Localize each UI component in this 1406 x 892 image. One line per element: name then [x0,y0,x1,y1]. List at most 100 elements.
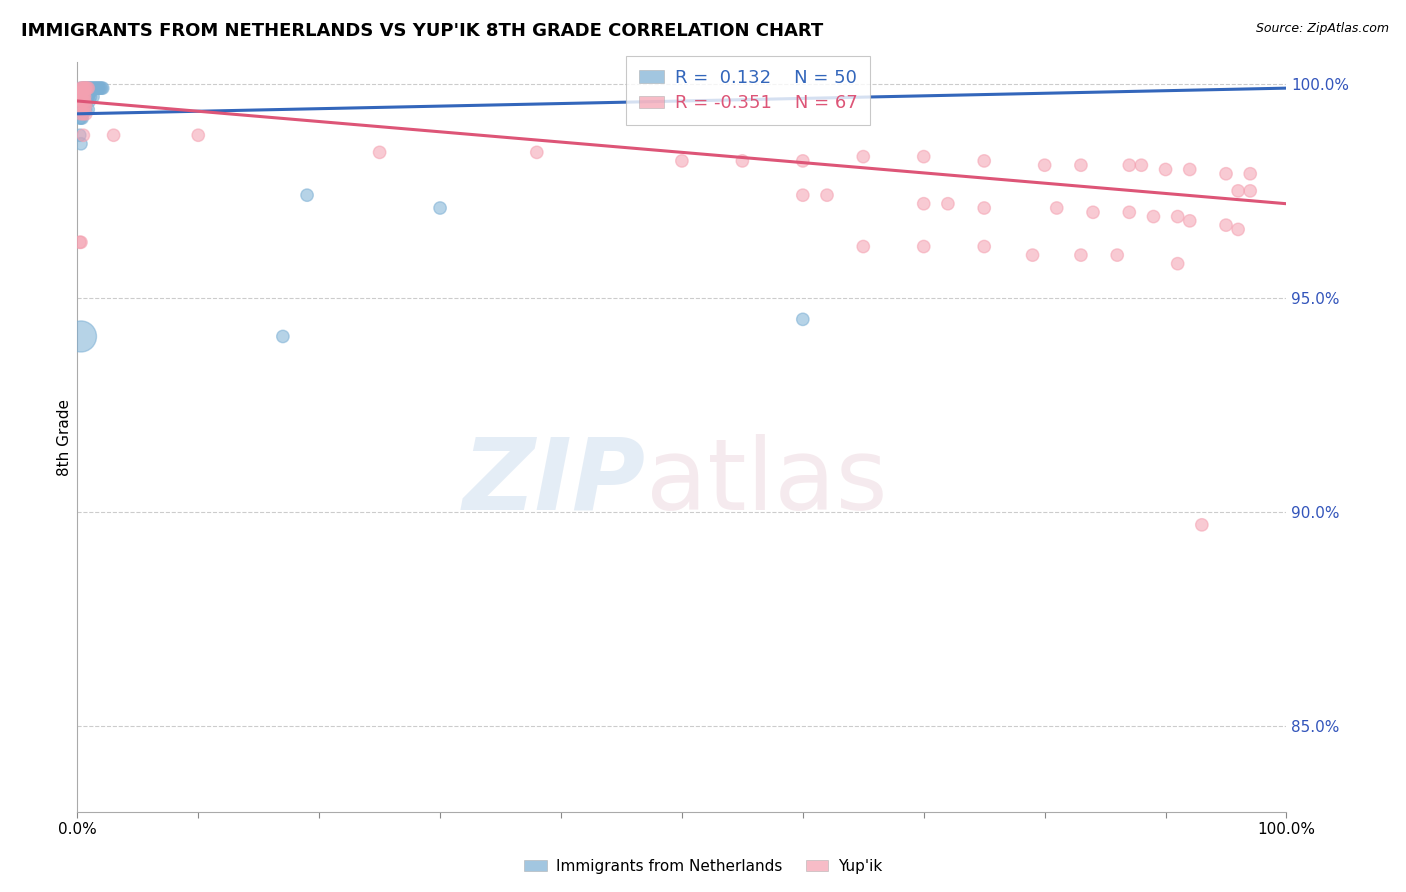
Y-axis label: 8th Grade: 8th Grade [56,399,72,475]
Point [1118,158,1140,172]
Point [70,81,93,95]
Point [84,81,107,95]
Point [973,201,995,215]
Point [1142,210,1164,224]
Point [70,86,93,100]
Point [1178,162,1201,177]
Point [77,81,100,95]
Point [731,153,754,168]
Point [79,81,101,95]
Point [815,188,838,202]
Point [187,128,209,143]
Point [70,86,93,100]
Point [1215,167,1237,181]
Point [70,98,93,112]
Point [70,103,93,117]
Point [852,150,875,164]
Point [76,81,98,95]
Point [526,145,548,160]
Point [87,81,110,95]
Point [70,81,93,95]
Point [1167,210,1189,224]
Point [368,145,391,160]
Point [72,107,94,121]
Point [75,103,97,117]
Point [295,188,318,202]
Point [79,86,101,100]
Point [73,94,96,108]
Point [973,239,995,253]
Point [83,81,105,95]
Point [79,86,101,100]
Point [70,89,93,103]
Point [70,136,93,151]
Point [75,81,97,95]
Point [73,81,96,95]
Point [1191,517,1213,532]
Text: atlas: atlas [645,434,887,531]
Point [70,89,93,103]
Point [75,107,97,121]
Point [82,81,104,95]
Point [852,239,875,253]
Point [76,81,98,95]
Point [1215,218,1237,232]
Point [912,239,935,253]
Point [429,201,451,215]
Point [79,94,101,108]
Point [1021,248,1043,262]
Point [73,86,96,100]
Point [75,98,97,112]
Point [70,86,93,100]
Point [73,94,96,108]
Point [75,89,97,103]
Point [1167,257,1189,271]
Point [792,312,814,326]
Point [1227,222,1250,236]
Point [1046,201,1069,215]
Point [70,329,93,343]
Point [1118,205,1140,219]
Point [936,196,959,211]
Point [271,329,294,343]
Point [80,81,103,95]
Point [1081,205,1104,219]
Point [69,235,91,250]
Point [1154,162,1177,177]
Point [1070,158,1092,172]
Point [75,86,97,100]
Point [77,86,100,100]
Point [70,235,93,250]
Point [77,103,100,117]
Point [792,153,814,168]
Point [75,81,97,95]
Point [1107,248,1129,262]
Text: ZIP: ZIP [463,434,645,531]
Point [1130,158,1153,172]
Point [89,81,111,95]
Point [72,128,94,143]
Legend: Immigrants from Netherlands, Yup'ik: Immigrants from Netherlands, Yup'ik [517,853,889,880]
Point [72,89,94,103]
Point [72,89,94,103]
Point [72,98,94,112]
Point [79,81,101,95]
Point [73,86,96,100]
Point [73,89,96,103]
Point [90,81,112,95]
Point [70,94,93,108]
Point [72,81,94,95]
Point [86,81,108,95]
Text: IMMIGRANTS FROM NETHERLANDS VS YUP'IK 8TH GRADE CORRELATION CHART: IMMIGRANTS FROM NETHERLANDS VS YUP'IK 8T… [21,22,824,40]
Point [912,150,935,164]
Point [79,89,101,103]
Point [70,94,93,108]
Point [82,89,104,103]
Point [69,128,91,143]
Point [70,89,93,103]
Point [70,111,93,125]
Point [70,107,93,121]
Point [73,98,96,112]
Point [77,81,100,95]
Point [1070,248,1092,262]
